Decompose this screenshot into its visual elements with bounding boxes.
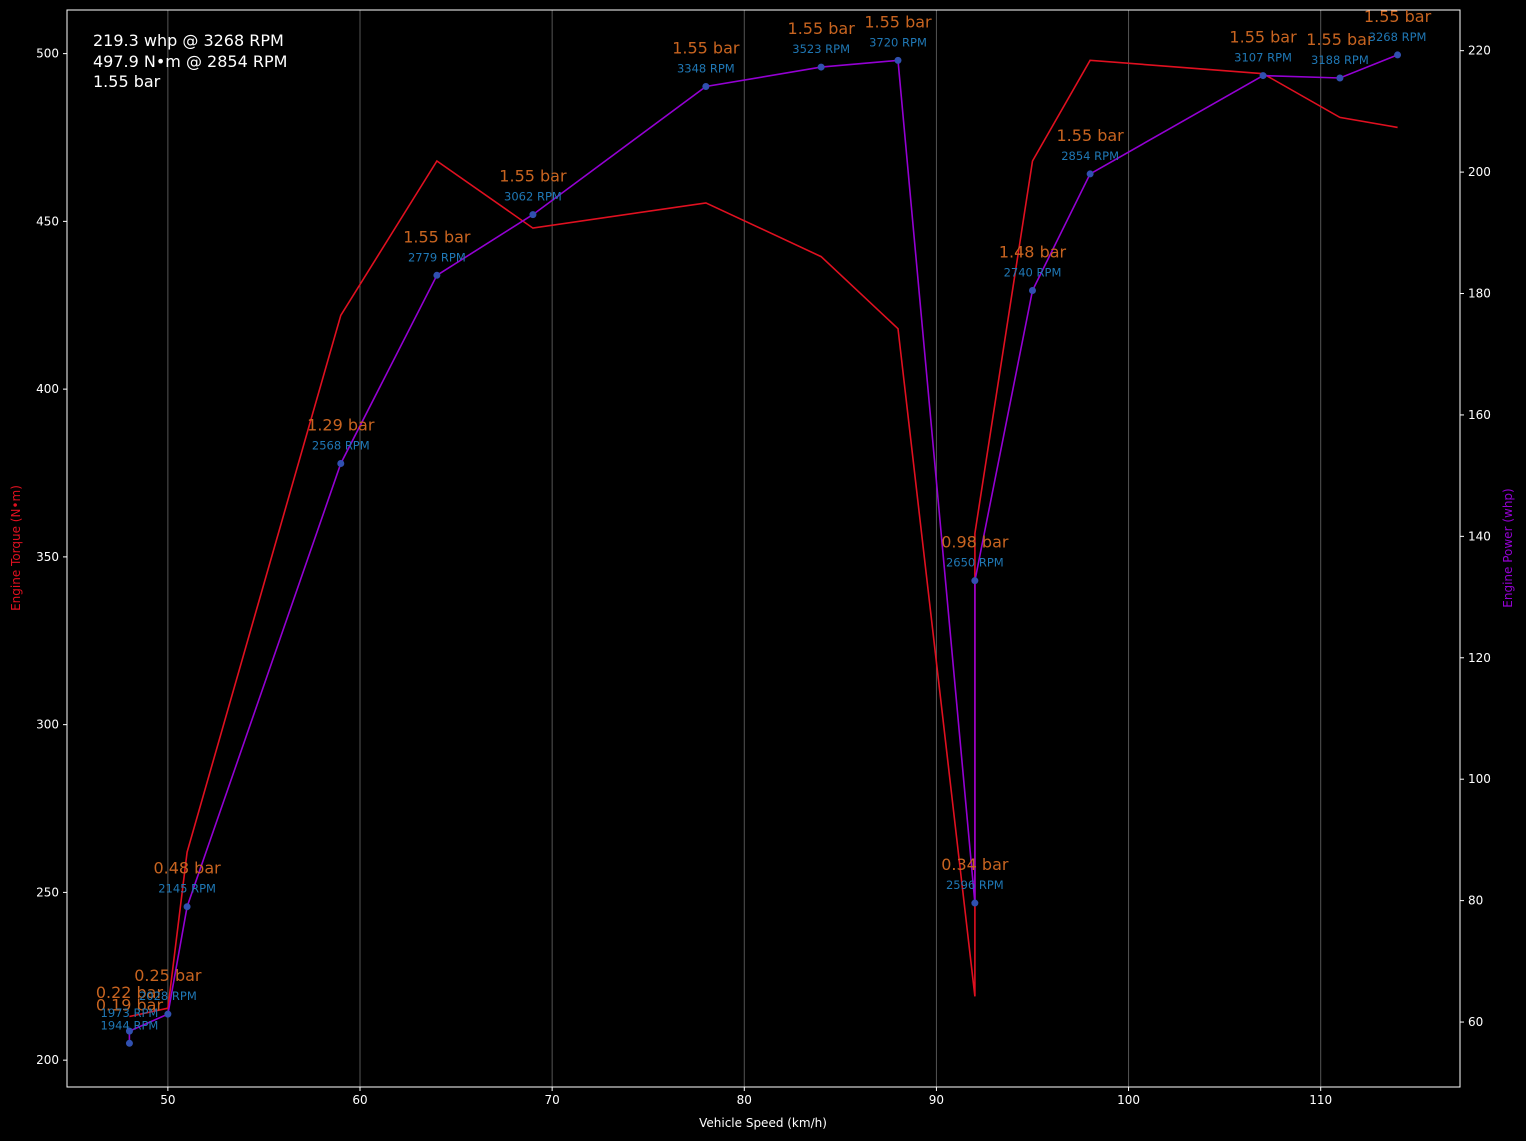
boost-label: 1.55 bar bbox=[672, 38, 740, 57]
plot-frame bbox=[66, 9, 1461, 1088]
rpm-label: 3062 RPM bbox=[504, 190, 562, 204]
y-right-tick-label: 60 bbox=[1468, 1015, 1483, 1029]
power-point bbox=[1259, 72, 1267, 80]
rpm-label: 3348 RPM bbox=[677, 61, 735, 75]
y-left-tick-label: 250 bbox=[36, 885, 59, 899]
rpm-label: 2779 RPM bbox=[408, 250, 466, 264]
x-tick-label: 90 bbox=[929, 1093, 944, 1107]
rpm-label: 2854 RPM bbox=[1061, 149, 1119, 163]
summary-line-torque: 497.9 N•m @ 2854 RPM bbox=[93, 52, 287, 71]
x-tick-label: 50 bbox=[160, 1093, 175, 1107]
axes: 50 60 70 80 90 100 110 200 250 300 350 400 450 500 60 8… bbox=[36, 44, 1491, 1107]
y-right-tick-label: 80 bbox=[1468, 894, 1483, 908]
power-point bbox=[894, 56, 902, 64]
y-left-tick-label: 450 bbox=[36, 214, 59, 228]
y-right-tick-label: 180 bbox=[1468, 287, 1491, 301]
rpm-label: 3107 RPM bbox=[1234, 51, 1292, 65]
y-right-tick-label: 220 bbox=[1468, 44, 1491, 58]
power-point bbox=[817, 63, 825, 71]
y-right-tick-label: 100 bbox=[1468, 772, 1491, 786]
boost-label: 0.34 bar bbox=[941, 855, 1009, 874]
boost-label: 0.19 bar bbox=[96, 995, 164, 1014]
y-right-tick-label: 200 bbox=[1468, 165, 1491, 179]
power-point bbox=[433, 271, 441, 279]
power-point bbox=[1028, 286, 1036, 294]
x-axis-label: Vehicle Speed (km/h) bbox=[699, 1116, 827, 1130]
power-point bbox=[702, 82, 710, 90]
y-left-tick-label: 300 bbox=[36, 718, 59, 732]
x-tick-label: 110 bbox=[1309, 1093, 1332, 1107]
y-left-tick-label: 350 bbox=[36, 550, 59, 564]
y-axis-label-right: Engine Power (whp) bbox=[1501, 488, 1515, 607]
summary-line-boost: 1.55 bar bbox=[93, 72, 161, 91]
boost-label: 1.55 bar bbox=[1057, 126, 1125, 145]
y-left-tick-label: 400 bbox=[36, 382, 59, 396]
power-point bbox=[971, 577, 979, 585]
series bbox=[125, 51, 1402, 1047]
power-point bbox=[1086, 170, 1094, 178]
rpm-label: 3188 RPM bbox=[1311, 53, 1369, 67]
power-point bbox=[125, 1039, 133, 1047]
power-point bbox=[125, 1027, 133, 1035]
rpm-label: 1973 RPM bbox=[101, 1006, 159, 1020]
rpm-label: 3523 RPM bbox=[792, 42, 850, 56]
boost-label: 1.55 bar bbox=[499, 167, 567, 186]
boost-label: 1.55 bar bbox=[864, 12, 932, 31]
y-left-tick-label: 500 bbox=[36, 47, 59, 61]
power-point bbox=[1394, 51, 1402, 59]
rpm-label: 1944 RPM bbox=[101, 1018, 159, 1032]
rpm-label: 2145 RPM bbox=[158, 882, 216, 896]
y-axis-label-left: Engine Torque (N•m) bbox=[9, 485, 23, 611]
x-tick-label: 60 bbox=[352, 1093, 367, 1107]
y-right-tick-label: 160 bbox=[1468, 408, 1491, 422]
power-point bbox=[183, 903, 191, 911]
x-tick-label: 70 bbox=[545, 1093, 560, 1107]
y-right-tick-label: 140 bbox=[1468, 529, 1491, 543]
boost-label: 1.29 bar bbox=[307, 416, 375, 435]
rpm-label: 2596 RPM bbox=[946, 878, 1004, 892]
rpm-label: 2568 RPM bbox=[312, 439, 370, 453]
boost-label: 1.55 bar bbox=[1229, 28, 1297, 47]
boost-label: 1.55 bar bbox=[788, 19, 856, 38]
rpm-label: 2028 RPM bbox=[139, 989, 197, 1003]
boost-label: 1.55 bar bbox=[1306, 30, 1374, 49]
boost-label: 1.55 bar bbox=[403, 227, 471, 246]
rpm-label: 3720 RPM bbox=[869, 35, 927, 49]
power-point bbox=[529, 211, 537, 219]
boost-label: 0.98 bar bbox=[941, 533, 1009, 552]
torque-line bbox=[129, 59, 1398, 1018]
grid bbox=[167, 10, 1322, 1087]
boost-label: 0.25 bar bbox=[134, 966, 202, 985]
boost-label: 0.48 bar bbox=[153, 859, 221, 878]
boost-label: 1.48 bar bbox=[999, 242, 1067, 261]
power-point bbox=[337, 460, 345, 468]
rpm-label: 2650 RPM bbox=[946, 556, 1004, 570]
boost-label: 0.22 bar bbox=[96, 983, 164, 1002]
power-point bbox=[164, 1010, 172, 1018]
rpm-label: 2740 RPM bbox=[1004, 265, 1062, 279]
y-left-tick-label: 200 bbox=[36, 1053, 59, 1067]
x-tick-label: 100 bbox=[1117, 1093, 1140, 1107]
y-right-tick-label: 120 bbox=[1468, 651, 1491, 665]
power-point bbox=[971, 899, 979, 907]
power-point bbox=[1336, 74, 1344, 82]
boost-label: 1.55 bar bbox=[1364, 7, 1432, 26]
summary-line-power: 219.3 whp @ 3268 RPM bbox=[93, 31, 284, 50]
x-tick-label: 80 bbox=[737, 1093, 752, 1107]
rpm-label: 3268 RPM bbox=[1369, 30, 1427, 44]
